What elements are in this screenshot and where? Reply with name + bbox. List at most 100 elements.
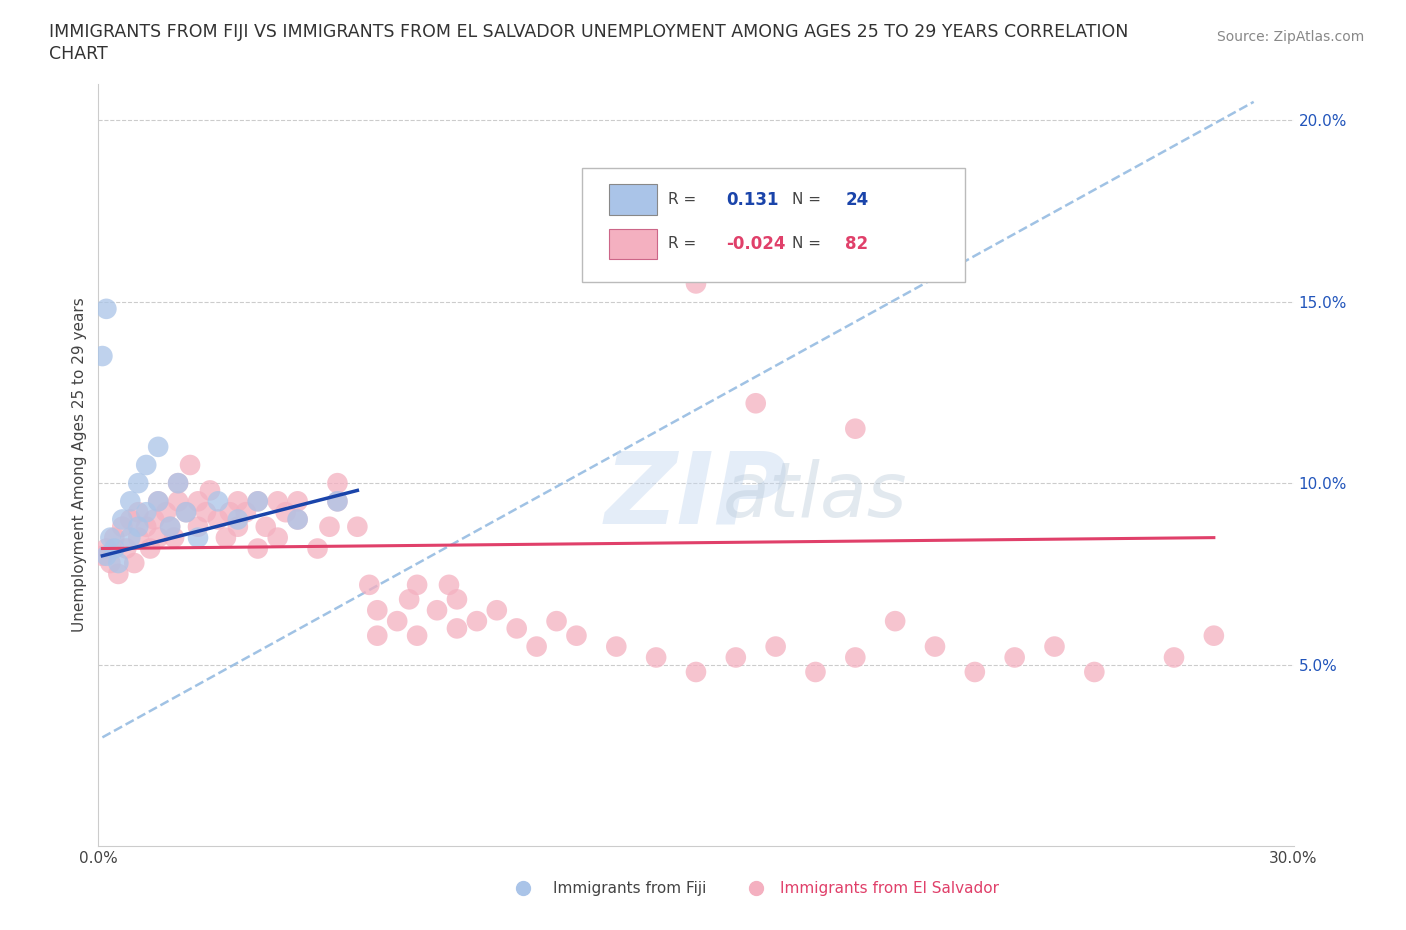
FancyBboxPatch shape	[609, 229, 657, 259]
Point	[120, 512, 142, 527]
Text: 0.131: 0.131	[725, 191, 779, 208]
Point	[187, 530, 209, 545]
Point	[107, 566, 129, 581]
Point	[135, 458, 157, 472]
Point	[745, 396, 768, 411]
Point	[167, 476, 190, 491]
Point	[135, 519, 157, 534]
Point	[103, 541, 125, 556]
Text: N =: N =	[792, 236, 825, 251]
Point	[645, 650, 668, 665]
Point	[267, 530, 290, 545]
Point	[120, 530, 142, 545]
Point	[226, 512, 249, 527]
Point	[724, 650, 747, 665]
Point	[148, 439, 170, 454]
Point	[485, 603, 508, 618]
Point	[127, 530, 149, 545]
Text: Immigrants from Fiji: Immigrants from Fiji	[553, 881, 706, 896]
Point	[135, 505, 157, 520]
Point	[326, 494, 349, 509]
Point	[179, 458, 201, 472]
Point	[366, 629, 388, 644]
Point	[326, 494, 349, 509]
Point	[685, 665, 707, 680]
Point	[437, 578, 460, 592]
Point	[226, 519, 249, 534]
Point	[307, 541, 329, 556]
Point	[565, 629, 588, 644]
Point	[111, 512, 134, 527]
Point	[115, 541, 138, 556]
Point	[98, 555, 122, 570]
Point	[287, 512, 309, 527]
Text: atlas: atlas	[723, 458, 908, 533]
Point	[963, 665, 986, 680]
Point	[96, 301, 118, 316]
Point	[174, 505, 197, 520]
Point	[446, 591, 468, 606]
Text: -0.024: -0.024	[725, 235, 786, 253]
Point	[346, 519, 368, 534]
Text: N =: N =	[792, 193, 825, 207]
Point	[406, 629, 429, 644]
Point	[359, 578, 381, 592]
Point	[685, 276, 707, 291]
Text: 24: 24	[845, 191, 869, 208]
Point	[546, 614, 568, 629]
Point	[215, 530, 238, 545]
Point	[246, 541, 269, 556]
Point	[98, 530, 122, 545]
Point	[163, 530, 186, 545]
Point	[159, 519, 181, 534]
Point	[91, 549, 114, 564]
Point	[107, 555, 129, 570]
Point	[605, 639, 627, 654]
Point	[254, 519, 277, 534]
Point	[246, 494, 269, 509]
Point	[155, 505, 177, 520]
Point	[406, 578, 429, 592]
Text: ZIP: ZIP	[605, 447, 787, 544]
Point	[506, 621, 529, 636]
Point	[274, 505, 297, 520]
Point	[1163, 650, 1185, 665]
Text: R =: R =	[668, 193, 702, 207]
Point	[226, 494, 249, 509]
Point	[1043, 639, 1066, 654]
Point	[124, 555, 146, 570]
Point	[167, 494, 190, 509]
Point	[605, 258, 627, 272]
Text: Source: ZipAtlas.com: Source: ZipAtlas.com	[1216, 30, 1364, 44]
Point	[148, 494, 170, 509]
Point	[195, 505, 218, 520]
Point	[884, 614, 907, 629]
Point	[159, 519, 181, 534]
Point	[385, 614, 409, 629]
Point	[526, 639, 548, 654]
Point	[174, 505, 197, 520]
Point	[804, 665, 827, 680]
Point	[446, 621, 468, 636]
Point	[246, 494, 269, 509]
Text: Immigrants from El Salvador: Immigrants from El Salvador	[779, 881, 998, 896]
Point	[127, 519, 149, 534]
Point	[235, 505, 257, 520]
Point	[91, 349, 114, 364]
Point	[426, 603, 449, 618]
Point	[127, 505, 149, 520]
Point	[96, 549, 118, 564]
Text: IMMIGRANTS FROM FIJI VS IMMIGRANTS FROM EL SALVADOR UNEMPLOYMENT AMONG AGES 25 T: IMMIGRANTS FROM FIJI VS IMMIGRANTS FROM …	[49, 23, 1129, 41]
Point	[1004, 650, 1026, 665]
Point	[465, 614, 488, 629]
Point	[198, 483, 221, 498]
Y-axis label: Unemployment Among Ages 25 to 29 years: Unemployment Among Ages 25 to 29 years	[72, 298, 87, 632]
Point	[287, 512, 309, 527]
FancyBboxPatch shape	[582, 167, 965, 282]
Text: CHART: CHART	[49, 45, 108, 62]
Point	[844, 421, 866, 436]
Point	[1083, 665, 1105, 680]
Point	[326, 476, 349, 491]
Point	[187, 494, 209, 509]
Point	[103, 530, 125, 545]
